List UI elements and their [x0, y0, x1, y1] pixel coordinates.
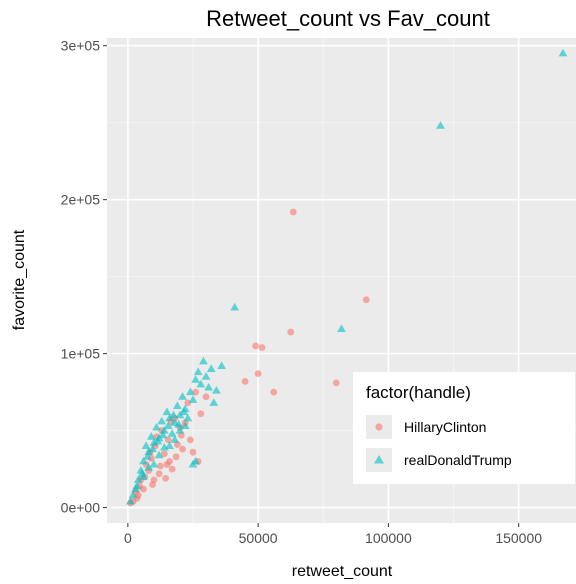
data-point [154, 450, 164, 459]
data-point [168, 465, 176, 473]
data-point [183, 413, 193, 422]
x-tick-label: 150000 [495, 530, 542, 546]
data-point [142, 452, 152, 460]
data-point [157, 416, 167, 425]
data-points [126, 48, 568, 507]
data-point [241, 377, 249, 385]
data-point [201, 372, 211, 380]
x-tick-label: 0 [124, 530, 132, 546]
data-point [162, 407, 172, 416]
data-point [158, 430, 168, 439]
data-point [155, 470, 163, 478]
data-point [270, 388, 278, 396]
data-point [212, 385, 221, 394]
data-point [149, 459, 159, 468]
data-point [202, 393, 210, 401]
data-point [332, 379, 340, 387]
data-point [230, 302, 240, 311]
data-point [196, 379, 206, 388]
x-tick-label: 50000 [239, 530, 278, 546]
data-point [139, 456, 148, 465]
axis-ticks: 0 50000 100000 150000 0e+00 1e+05 2e+05 3e+05 [61, 38, 543, 546]
data-point [258, 344, 266, 351]
data-point [254, 370, 262, 378]
data-point [172, 453, 180, 461]
chart-title: Retweet_count vs Fav_count [206, 6, 490, 31]
data-point [153, 436, 163, 445]
legend-label-hillary: HillaryClinton [404, 419, 486, 435]
data-point [165, 441, 174, 450]
data-point [287, 328, 295, 336]
data-point [160, 450, 168, 458]
data-point [252, 342, 259, 350]
data-point [137, 469, 147, 477]
data-point [163, 421, 173, 429]
x-axis-title: retweet_count [292, 563, 393, 580]
y-tick-label: 0e+00 [61, 500, 101, 516]
y-tick-label: 1e+05 [61, 346, 101, 362]
data-point [189, 448, 197, 456]
data-point [436, 121, 445, 129]
data-point [148, 444, 157, 453]
data-point [184, 399, 192, 407]
legend: factor(handle) HillaryClinton realDonald… [353, 372, 575, 484]
data-point [149, 481, 156, 488]
data-point [174, 419, 184, 428]
data-point [179, 407, 189, 416]
legend-title: factor(handle) [366, 383, 471, 402]
data-point [132, 481, 142, 490]
x-tick-label: 100000 [365, 530, 412, 546]
data-point [178, 392, 187, 400]
data-point [141, 441, 151, 450]
data-point [179, 445, 186, 453]
legend-label-trump: realDonaldTrump [404, 452, 512, 468]
data-point [152, 422, 161, 431]
data-point [204, 382, 214, 391]
data-point [169, 410, 178, 419]
data-point [180, 421, 190, 429]
series-realDonaldTrump [126, 48, 568, 505]
data-point [167, 429, 177, 437]
data-point [206, 364, 216, 373]
data-point [197, 410, 205, 418]
data-point [362, 296, 370, 304]
data-point [172, 401, 182, 409]
data-point [157, 462, 164, 470]
data-point [146, 432, 156, 440]
data-point [162, 474, 170, 482]
data-point [558, 48, 568, 57]
data-point [186, 436, 194, 444]
data-point [209, 398, 219, 406]
data-point [185, 387, 195, 396]
data-point [175, 426, 185, 434]
data-point [337, 324, 346, 332]
data-point [289, 208, 297, 216]
data-point [199, 356, 208, 365]
data-point [133, 475, 143, 483]
data-point [126, 496, 135, 505]
data-point [193, 367, 203, 376]
legend-key-hillary [375, 423, 383, 431]
y-tick-label: 3e+05 [61, 38, 101, 54]
data-point [188, 395, 198, 403]
data-point [159, 426, 169, 434]
legend-key-trump [374, 455, 384, 464]
data-point [188, 459, 198, 468]
y-tick-label: 2e+05 [61, 192, 101, 208]
data-point [166, 458, 173, 465]
data-point [191, 375, 200, 383]
data-point [128, 490, 138, 499]
data-point [144, 462, 154, 471]
data-point [217, 361, 227, 369]
y-axis-title: favorite_count [11, 229, 28, 330]
data-point [170, 435, 180, 443]
